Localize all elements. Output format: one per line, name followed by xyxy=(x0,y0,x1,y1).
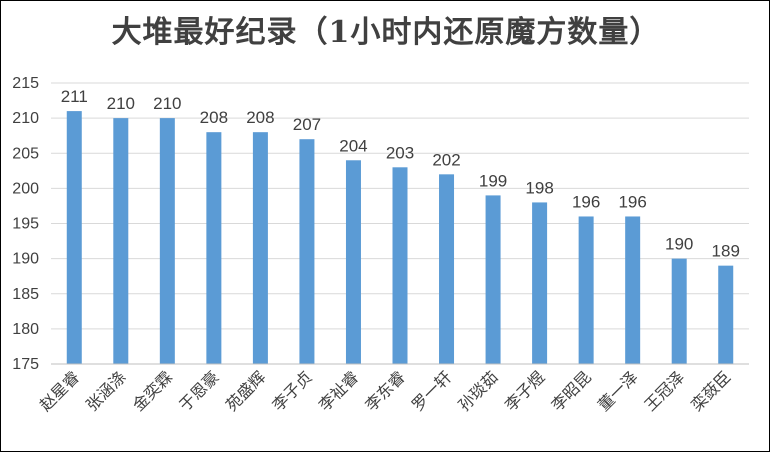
data-label: 210 xyxy=(107,94,135,113)
y-tick-label: 195 xyxy=(12,216,39,233)
bar xyxy=(159,118,175,364)
bar xyxy=(66,111,82,364)
x-tick-label: 于恩豪 xyxy=(175,367,222,414)
y-tick-label: 185 xyxy=(12,286,39,303)
x-tick-label: 李祉睿 xyxy=(315,367,362,414)
bar xyxy=(252,132,268,364)
data-label: 208 xyxy=(200,108,228,127)
data-label: 210 xyxy=(153,94,181,113)
data-label: 196 xyxy=(572,192,600,211)
y-tick-label: 215 xyxy=(12,75,39,92)
x-tick-label: 王冠泽 xyxy=(641,367,688,414)
x-tick-label: 金奕霖 xyxy=(129,367,176,414)
data-label: 198 xyxy=(525,178,553,197)
bar xyxy=(345,160,361,364)
x-tick-label: 赵星睿 xyxy=(36,367,83,414)
x-tick-label: 栾蔹臣 xyxy=(687,367,734,414)
bar xyxy=(392,167,408,364)
bar xyxy=(718,265,734,364)
bar xyxy=(206,132,222,364)
x-tick-label: 苑盛辉 xyxy=(222,367,269,414)
data-label: 207 xyxy=(293,115,321,134)
y-tick-label: 200 xyxy=(12,180,39,197)
bar xyxy=(625,216,641,364)
x-tick-label: 张涵涤 xyxy=(82,367,129,414)
x-tick-label: 孙琰茹 xyxy=(455,367,502,414)
bar xyxy=(113,118,129,364)
data-label: 203 xyxy=(386,143,414,162)
data-label: 190 xyxy=(665,235,693,254)
data-label: 189 xyxy=(712,242,740,261)
x-tick-label: 李子贞 xyxy=(268,367,315,414)
x-tick-label: 罗一轩 xyxy=(408,367,455,414)
bar xyxy=(439,174,455,364)
bar xyxy=(485,195,501,364)
bar xyxy=(532,202,548,364)
data-label: 202 xyxy=(432,150,460,169)
y-tick-label: 180 xyxy=(12,321,39,338)
y-tick-label: 175 xyxy=(12,356,39,373)
x-tick-label: 李东睿 xyxy=(361,367,408,414)
y-tick-label: 190 xyxy=(12,251,39,268)
data-label: 208 xyxy=(246,108,274,127)
bar xyxy=(299,139,315,364)
data-label: 196 xyxy=(618,192,646,211)
data-label: 199 xyxy=(479,171,507,190)
bar xyxy=(578,216,594,364)
x-tick-label: 李昭昆 xyxy=(548,367,595,414)
x-tick-label: 李子煜 xyxy=(501,367,548,414)
y-tick-label: 210 xyxy=(12,110,39,127)
data-label: 211 xyxy=(61,87,88,106)
bar xyxy=(671,258,687,364)
chart-title: 大堆最好纪录（1小时内还原魔方数量） xyxy=(111,15,661,50)
x-tick-label: 董一泽 xyxy=(594,367,641,414)
y-tick-label: 205 xyxy=(12,145,39,162)
data-label: 204 xyxy=(339,136,367,155)
